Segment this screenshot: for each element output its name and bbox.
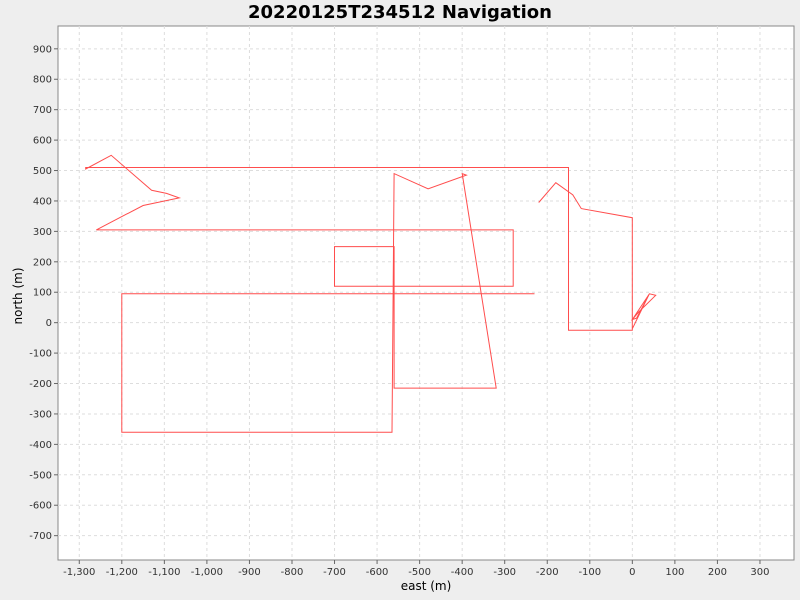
y-tick-label: -600 [29,501,52,512]
y-tick-label: -200 [29,379,52,390]
y-tick-label: 500 [33,166,52,177]
navigation-track-line [85,154,657,433]
y-tick-label: 100 [33,288,52,299]
y-tick-label: 300 [33,227,52,238]
grid-lines [58,26,794,560]
x-axis-label: east (m) [401,579,452,593]
y-tick-label: 600 [33,136,52,147]
x-tick-label: -1,300 [63,567,95,578]
y-tick-label: 700 [33,105,52,116]
x-tick-label: -100 [578,567,601,578]
x-tick-label: 100 [665,567,684,578]
y-tick-label: -100 [29,349,52,360]
x-tick-label: -900 [238,567,261,578]
x-tick-label: -500 [408,567,431,578]
x-tick-label: -1,000 [191,567,223,578]
chart-title: 20220125T234512 Navigation [248,2,552,23]
x-tick-label: 200 [708,567,727,578]
y-tick-label: 400 [33,196,52,207]
y-tick-label: 200 [33,257,52,268]
series-lines [85,154,657,433]
x-tick-label: -200 [536,567,559,578]
y-tick-label: 0 [46,318,52,329]
x-tick-label: 0 [629,567,635,578]
y-tick-label: -400 [29,440,52,451]
x-tick-label: -400 [451,567,474,578]
y-tick-label: 800 [33,75,52,86]
x-tick-label: -600 [366,567,389,578]
y-axis-ticks: -700 -600 -500 -400 -300 -200 -100 0 100 200 300 40… [29,44,58,542]
x-tick-label: -1,200 [106,567,138,578]
y-tick-label: -500 [29,470,52,481]
y-tick-label: 900 [33,44,52,55]
x-tick-label: -300 [493,567,516,578]
x-tick-label: 300 [750,567,769,578]
x-tick-label: -800 [281,567,304,578]
x-tick-label: -1,100 [148,567,180,578]
y-tick-label: -300 [29,409,52,420]
x-tick-label: -700 [323,567,346,578]
x-axis-ticks: -1,300 -1,200 -1,100 -1,000 -900 -800 -700 -600… [63,560,770,578]
y-axis-label: north (m) [11,267,25,324]
plot-area [57,25,795,561]
y-tick-label: -700 [29,531,52,542]
